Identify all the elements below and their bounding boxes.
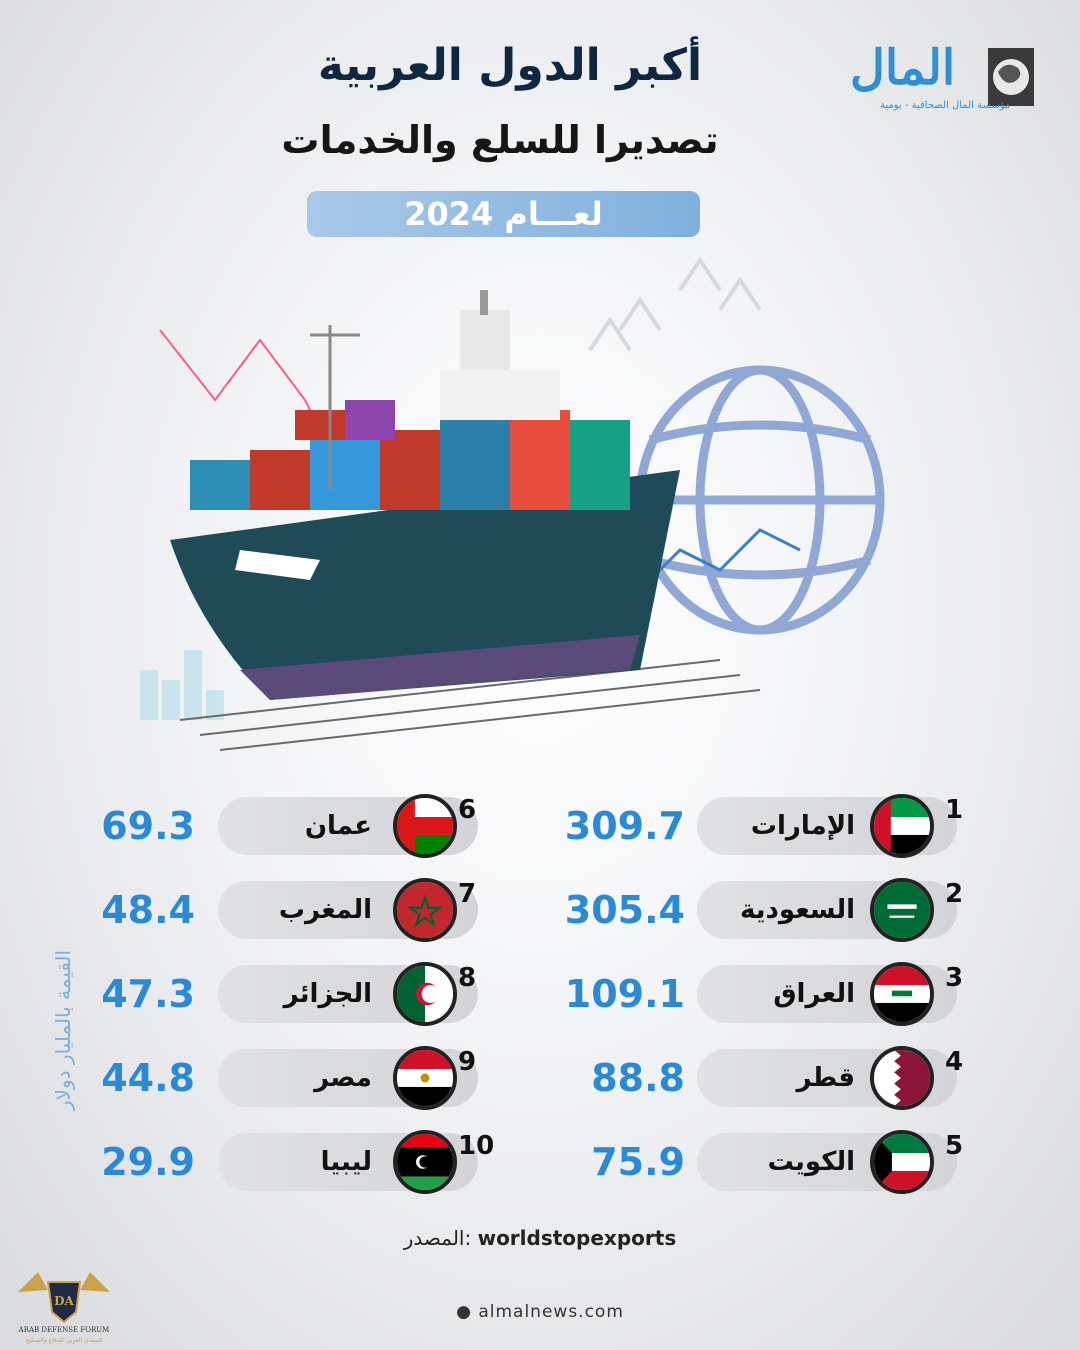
export-value: 75.9 <box>591 1140 685 1184</box>
ranking-row: مصر 9 44.8 <box>0 1046 1080 1119</box>
qatar-flag-icon <box>870 1046 934 1110</box>
export-value: 109.1 <box>564 972 685 1016</box>
containers-icon <box>190 400 630 510</box>
iraq-flag-icon <box>870 962 934 1026</box>
rank-number: 4 <box>945 1047 964 1077</box>
country-name: مصر <box>314 1063 372 1093</box>
rank-number: 10 <box>458 1131 495 1161</box>
export-value: 44.8 <box>101 1056 195 1100</box>
export-value: 309.7 <box>564 804 685 848</box>
web-globe-icon: ● <box>456 1302 472 1322</box>
rank-number: 8 <box>458 963 477 993</box>
logo-text: المال <box>850 40 956 96</box>
saudi-flag-icon <box>870 878 934 942</box>
libya-flag-icon <box>393 1130 457 1194</box>
year-banner <box>307 191 700 237</box>
export-value: 305.4 <box>564 888 685 932</box>
source-line: المصدر: worldstopexports <box>340 1226 740 1250</box>
rank-number: 5 <box>945 1131 964 1161</box>
ranking-row: الجزائر 8 47.3 <box>0 962 1080 1035</box>
oman-flag-icon <box>393 794 457 858</box>
title-line1: أكبر الدول العربية <box>317 40 703 91</box>
forum-arabic-name: المنتدى العربي للدفاع والتسليح <box>26 1337 103 1344</box>
country-name: السعودية <box>740 895 855 925</box>
almal-logo-icon <box>988 48 1034 106</box>
ranking-row: الكويت 5 75.9 <box>0 1130 1080 1203</box>
globe-icon <box>635 365 885 635</box>
country-name: الكويت <box>767 1147 855 1177</box>
rank-number: 2 <box>945 879 964 909</box>
algeria-flag-icon <box>393 962 457 1026</box>
blue-line-chart-icon <box>638 528 801 592</box>
bar-chart-decoration-icon <box>140 650 224 720</box>
forum-initials: DA <box>54 1294 74 1308</box>
website-footer: ● almalnews.com <box>400 1302 680 1322</box>
unit-label-text: القيمة بالمليار دولار <box>51 950 75 1111</box>
morocco-flag-icon <box>393 878 457 942</box>
ranking-row: العراق 3 109.1 <box>0 962 1080 1035</box>
source-label: المصدر: <box>403 1226 472 1250</box>
egypt-flag-icon <box>393 1046 457 1110</box>
year-label: لعـــام 2024 <box>404 195 603 233</box>
ranking-row: عمان 6 69.3 <box>0 794 1080 867</box>
ranking-row: ليبيا 10 29.9 <box>0 1130 1080 1203</box>
uae-flag-icon <box>870 794 934 858</box>
ranking-row: قطر 4 88.8 <box>0 1046 1080 1119</box>
arrow-up-decoration-icon <box>588 256 762 352</box>
forum-name: ARAB DEFENSE FORUM <box>18 1326 110 1334</box>
country-name: الجزائر <box>283 979 372 1009</box>
country-name: العراق <box>773 979 855 1009</box>
logo-subtitle: مؤسسة المال الصحافية - يومية <box>880 100 1011 111</box>
arab-defense-forum-logo-icon: DA ARAB DEFENSE FORUM المنتدى العربي للد… <box>18 1272 110 1344</box>
website-url: almalnews.com <box>478 1302 624 1322</box>
source-value: worldstopexports <box>477 1226 677 1250</box>
country-name: عمان <box>304 811 372 841</box>
country-name: قطر <box>796 1063 855 1093</box>
rank-number: 9 <box>458 1047 477 1077</box>
rank-number: 3 <box>945 963 964 993</box>
ranking-row: السعودية 2 305.4 <box>0 878 1080 951</box>
unit-label: القيمة بالمليار دولار <box>51 950 75 1111</box>
country-name: المغرب <box>278 895 372 925</box>
export-value: 69.3 <box>101 804 195 848</box>
bridge-tower-icon <box>310 290 560 490</box>
rank-number: 6 <box>458 795 477 825</box>
kuwait-flag-icon <box>870 1130 934 1194</box>
rank-number: 1 <box>945 795 964 825</box>
country-name: ليبيا <box>320 1147 372 1177</box>
ranking-row: المغرب 7 48.4 <box>0 878 1080 951</box>
rank-number: 7 <box>458 879 477 909</box>
export-value: 88.8 <box>591 1056 685 1100</box>
export-value: 47.3 <box>101 972 195 1016</box>
country-name: الإمارات <box>750 811 855 841</box>
export-value: 29.9 <box>101 1140 195 1184</box>
cargo-ship-illustration <box>140 256 885 751</box>
title-line2: تصديرا للسلع والخدمات <box>281 118 719 162</box>
ranking-row: الإمارات 1 309.7 <box>0 794 1080 867</box>
export-value: 48.4 <box>101 888 195 932</box>
ship-hull-icon <box>170 470 680 700</box>
